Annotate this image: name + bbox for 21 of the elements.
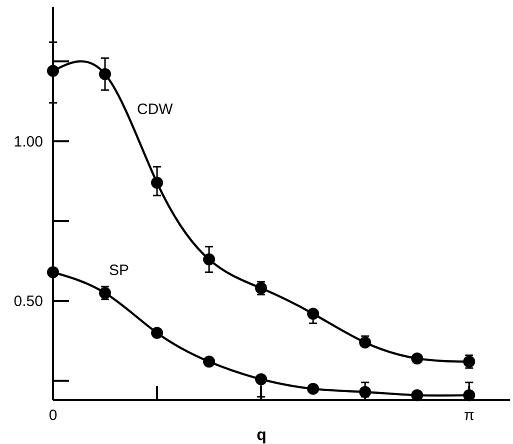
point [359,386,372,398]
x-tick-label: 0 [48,407,58,424]
x-tick-label: π [464,407,474,424]
y-tick-label: 0.50 [14,293,43,310]
point [255,373,268,386]
point [151,176,164,189]
point [151,326,164,339]
x-axis-title: q [256,427,266,444]
point [463,389,476,402]
point [47,64,59,77]
point [307,382,320,395]
point [411,389,424,402]
point [411,352,424,364]
point [99,68,112,80]
point [203,356,216,368]
point [307,308,320,320]
y-tick-label: 1.00 [14,133,43,150]
series-label: CDW [137,101,174,118]
point [47,266,59,278]
point [203,253,216,266]
series-label: SP [109,262,130,279]
